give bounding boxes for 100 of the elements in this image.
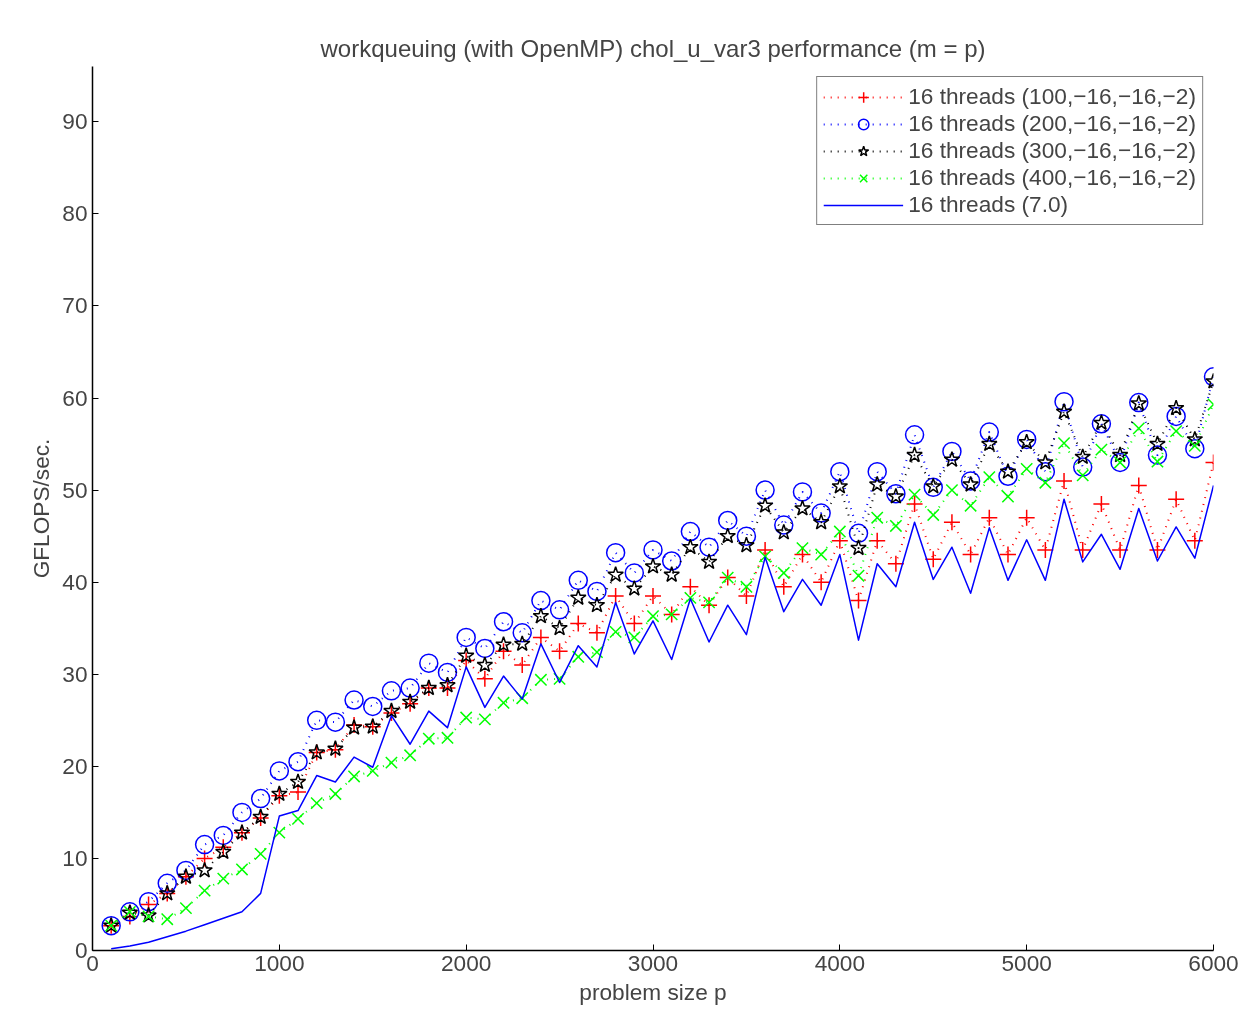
point: [870, 511, 884, 525]
point: [1111, 541, 1129, 559]
point: [1169, 424, 1183, 438]
point: [551, 619, 568, 636]
point: [235, 863, 249, 876]
point: [553, 672, 566, 686]
point: [140, 906, 157, 923]
point: [457, 651, 475, 670]
point: [515, 691, 529, 705]
point: [569, 589, 587, 606]
point: [904, 425, 925, 445]
point: [868, 475, 886, 492]
legend-label: 16 threads (400,−16,−16,−2): [908, 164, 1196, 191]
point: [497, 696, 510, 710]
point: [1132, 421, 1146, 435]
point: [682, 538, 699, 555]
point: [908, 488, 921, 502]
point: [814, 548, 828, 561]
point: [325, 712, 346, 732]
point: [867, 461, 887, 482]
y-tick-label: 30: [62, 660, 88, 687]
chart-title: workqueuing (with OpenMP) chol_u_var3 performance (m = p): [319, 34, 986, 62]
point: [1020, 462, 1034, 476]
point: [796, 541, 809, 555]
point: [419, 653, 439, 673]
point: [1072, 457, 1093, 477]
point: [943, 450, 961, 467]
point: [160, 912, 174, 926]
x-tick-label: 2000: [440, 949, 492, 976]
point: [699, 537, 719, 557]
point: [456, 627, 476, 648]
x-tick-label: 3000: [627, 949, 679, 976]
point: [1094, 443, 1108, 456]
y-axis-title: GFLOPS/sec.: [28, 438, 55, 579]
point: [1001, 490, 1015, 503]
point: [478, 712, 492, 726]
point: [605, 542, 626, 563]
point: [328, 787, 342, 801]
point: [194, 834, 215, 855]
point: [1186, 430, 1204, 447]
point: [719, 527, 737, 544]
point: [568, 570, 589, 591]
point: [289, 773, 307, 790]
point: [1036, 453, 1054, 470]
point: [214, 838, 233, 857]
point: [344, 690, 364, 710]
legend-label: 16 threads (100,−16,−16,−2): [908, 83, 1196, 110]
point: [1076, 468, 1090, 482]
point: [848, 523, 869, 544]
point: [998, 466, 1018, 486]
point: [216, 872, 230, 886]
point: [176, 860, 196, 881]
point: [756, 496, 774, 513]
point: [625, 614, 644, 633]
point: [512, 623, 532, 643]
point: [830, 461, 850, 482]
point: [964, 499, 978, 513]
point: [1074, 448, 1092, 465]
point: [663, 566, 681, 583]
point: [289, 783, 307, 801]
point: [1035, 461, 1056, 482]
point: [775, 578, 793, 596]
point: [1167, 399, 1185, 416]
y-tick-label: 50: [62, 476, 88, 503]
point: [737, 587, 756, 605]
point: [213, 825, 234, 846]
point: [571, 650, 585, 664]
point: [1167, 490, 1185, 509]
point: [980, 508, 999, 527]
point: [740, 580, 753, 594]
point: [439, 676, 456, 693]
point: [982, 470, 996, 484]
point: [195, 849, 214, 868]
point: [943, 513, 961, 532]
point: [569, 614, 588, 633]
point: [179, 901, 193, 915]
point: [926, 508, 940, 522]
point: [272, 826, 286, 840]
point: [850, 539, 867, 556]
point: [606, 587, 625, 605]
point: [366, 764, 380, 778]
point: [644, 587, 662, 605]
point: [625, 579, 643, 596]
point: [906, 446, 923, 463]
point: [758, 549, 772, 563]
y-tick-label: 20: [62, 752, 88, 779]
point: [1038, 476, 1052, 490]
point: [532, 607, 550, 624]
point: [1036, 541, 1055, 559]
point: [403, 748, 417, 762]
point: [794, 499, 811, 516]
point: [1149, 435, 1166, 452]
point: [306, 710, 327, 731]
point: [385, 756, 398, 770]
y-tick-label: 80: [62, 200, 88, 227]
point: [1055, 403, 1073, 420]
point: [588, 596, 606, 613]
point: [831, 477, 849, 494]
point: [1092, 495, 1111, 513]
point: [587, 581, 607, 602]
